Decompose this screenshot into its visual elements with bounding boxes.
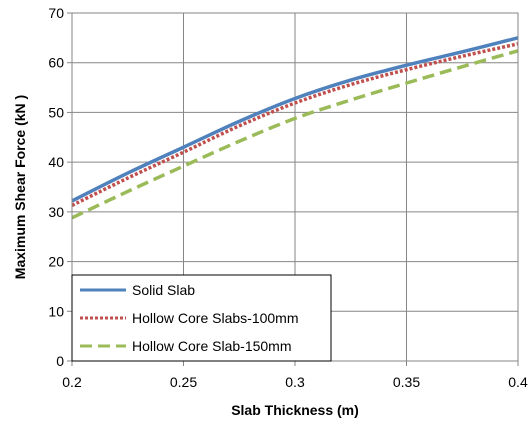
legend-label-solid-slab: Solid Slab [132, 282, 195, 298]
legend: Solid Slab Hollow Core Slabs-100mm Hollo… [71, 274, 332, 362]
y-tick-label-5: 50 [48, 104, 64, 120]
x-axis-title: Slab Thickness (m) [231, 402, 359, 418]
x-tick-label-3: 0.35 [393, 374, 420, 390]
y-tick-label-6: 60 [48, 55, 64, 71]
y-tick-label-3: 30 [48, 204, 64, 220]
x-tick-label-0: 0.2 [62, 374, 82, 390]
series-line-1 [71, 42, 519, 207]
x-axis-ticks: 0.2 0.25 0.3 0.35 0.4 [62, 361, 528, 390]
y-axis-title: Maximum Shear Force (kN ) [12, 95, 28, 279]
legend-label-hollow-core-100mm: Hollow Core Slabs-100mm [132, 310, 299, 326]
y-tick-label-4: 40 [48, 154, 64, 170]
x-tick-label-1: 0.25 [170, 374, 197, 390]
y-tick-label-2: 20 [48, 254, 64, 270]
series-line-0 [71, 36, 519, 203]
y-tick-label-7: 70 [48, 5, 64, 21]
x-tick-label-4: 0.4 [508, 374, 528, 390]
legend-label-hollow-core-150mm: Hollow Core Slab-150mm [132, 338, 292, 354]
series-line-2 [71, 49, 519, 220]
x-tick-label-2: 0.3 [285, 374, 305, 390]
series-lines [71, 36, 519, 220]
y-tick-label-0: 0 [56, 353, 64, 369]
y-axis-ticks: 0 10 20 30 40 50 60 70 [48, 5, 72, 369]
y-tick-label-1: 10 [48, 303, 64, 319]
